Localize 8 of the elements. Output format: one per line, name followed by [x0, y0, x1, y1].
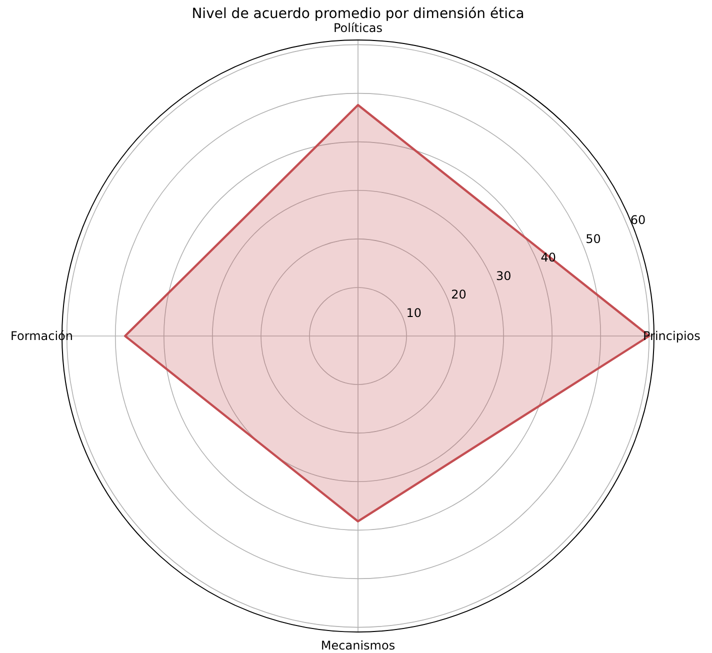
y-tick-label: 20 — [451, 287, 466, 302]
y-tick-label: 60 — [630, 213, 646, 228]
chart-title: Nivel de acuerdo promedio por dimensión ética — [192, 6, 524, 22]
y-tick-label: 50 — [586, 232, 601, 246]
spoke-label: Mecanismos — [320, 638, 396, 653]
y-tick-label: 10 — [406, 306, 422, 320]
y-tick-label: 30 — [496, 268, 512, 283]
spoke-label: Políticas — [333, 21, 383, 35]
